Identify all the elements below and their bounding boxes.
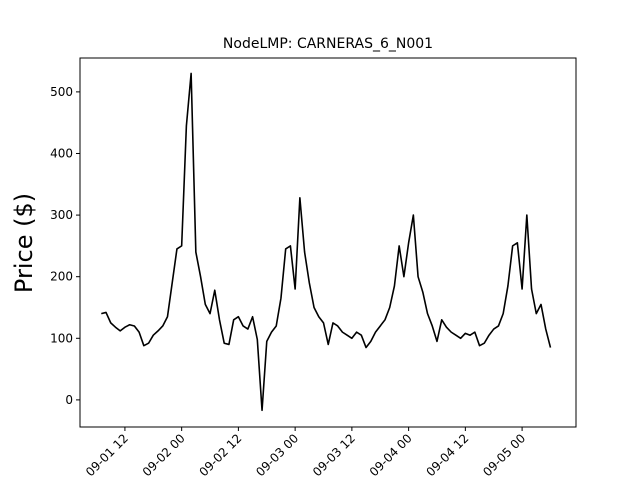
y-tick-label: 400 bbox=[50, 146, 73, 160]
y-tick-label: 500 bbox=[50, 85, 73, 99]
plot-frame bbox=[79, 57, 577, 428]
y-axis-label: Price ($) bbox=[10, 193, 38, 293]
price-line bbox=[101, 72, 552, 412]
y-tick-label: 0 bbox=[65, 393, 73, 407]
chart-title: NodeLMP: CARNERAS_6_N001 bbox=[223, 36, 433, 52]
y-tick-label: 300 bbox=[50, 208, 73, 222]
y-tick-label: 200 bbox=[50, 270, 73, 284]
y-tick-label: 100 bbox=[50, 331, 73, 345]
